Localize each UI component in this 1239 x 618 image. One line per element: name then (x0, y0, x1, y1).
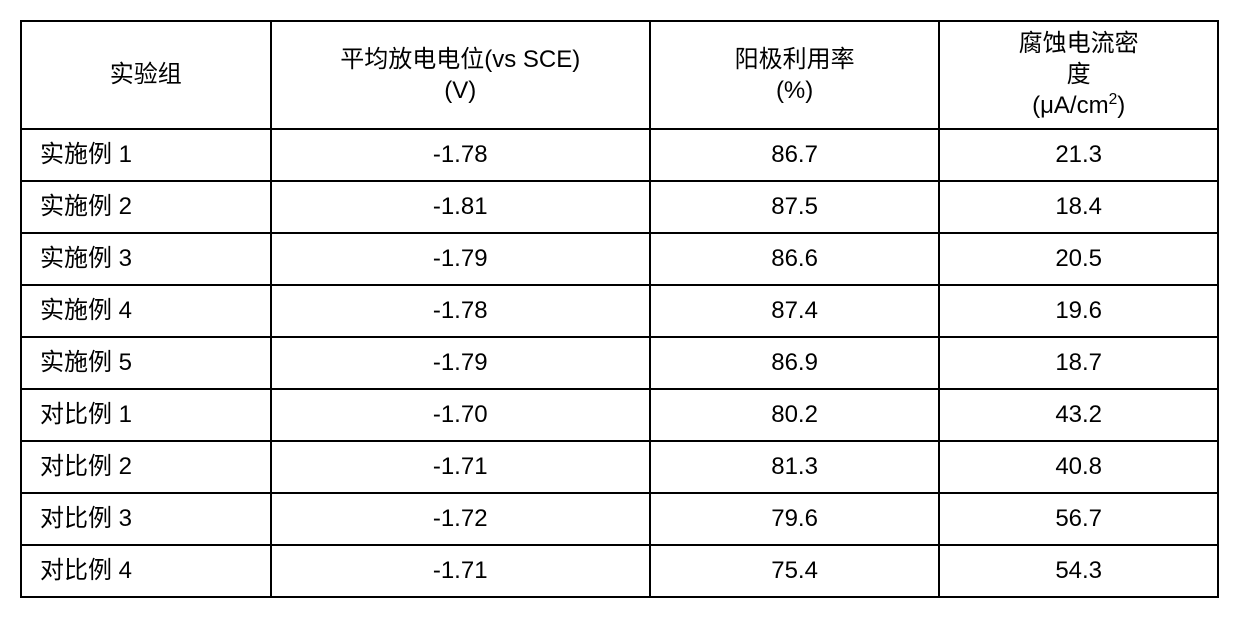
table-row: 实施例 1 -1.78 86.7 21.3 (21, 129, 1218, 181)
table-row: 实施例 5 -1.79 86.9 18.7 (21, 337, 1218, 389)
cell-label: 对比例 2 (21, 441, 271, 493)
col-header-potential: 平均放电电位(vs SCE) (V) (271, 21, 650, 129)
table-row: 对比例 2 -1.71 81.3 40.8 (21, 441, 1218, 493)
cell-value: -1.78 (271, 285, 650, 337)
cell-value: -1.70 (271, 389, 650, 441)
cell-value: 87.4 (650, 285, 939, 337)
table-row: 对比例 4 -1.71 75.4 54.3 (21, 545, 1218, 597)
cell-value: 80.2 (650, 389, 939, 441)
table-row: 实施例 4 -1.78 87.4 19.6 (21, 285, 1218, 337)
table-body: 实施例 1 -1.78 86.7 21.3 实施例 2 -1.81 87.5 1… (21, 129, 1218, 597)
cell-label: 实施例 5 (21, 337, 271, 389)
cell-value: 19.6 (939, 285, 1218, 337)
table-row: 对比例 1 -1.70 80.2 43.2 (21, 389, 1218, 441)
cell-label: 对比例 1 (21, 389, 271, 441)
cell-value: 81.3 (650, 441, 939, 493)
col-header-utilization-line2: (%) (776, 77, 813, 104)
col-header-potential-line1: 平均放电电位(vs SCE) (340, 46, 580, 73)
cell-value: 56.7 (939, 493, 1218, 545)
cell-value: 75.4 (650, 545, 939, 597)
col-header-potential-line2: (V) (444, 77, 476, 104)
col-header-corrosion-line3: (μA/cm2) (1032, 92, 1125, 119)
cell-value: 21.3 (939, 129, 1218, 181)
col-header-group: 实验组 (21, 21, 271, 129)
cell-value: 86.6 (650, 233, 939, 285)
cell-value: 79.6 (650, 493, 939, 545)
cell-value: -1.79 (271, 233, 650, 285)
cell-value: -1.78 (271, 129, 650, 181)
col-header-utilization-line1: 阳极利用率 (735, 46, 855, 73)
cell-value: 40.8 (939, 441, 1218, 493)
cell-value: 54.3 (939, 545, 1218, 597)
cell-label: 实施例 1 (21, 129, 271, 181)
cell-value: -1.81 (271, 181, 650, 233)
cell-value: 18.4 (939, 181, 1218, 233)
cell-label: 实施例 3 (21, 233, 271, 285)
cell-value: 87.5 (650, 181, 939, 233)
cell-value: -1.71 (271, 545, 650, 597)
cell-value: -1.79 (271, 337, 650, 389)
cell-value: 43.2 (939, 389, 1218, 441)
cell-label: 实施例 4 (21, 285, 271, 337)
cell-value: 20.5 (939, 233, 1218, 285)
cell-value: 86.9 (650, 337, 939, 389)
cell-value: 18.7 (939, 337, 1218, 389)
col-header-corrosion-line1: 腐蚀电流密 (1019, 30, 1139, 57)
col-header-corrosion-line2: 度 (1067, 61, 1091, 88)
cell-label: 对比例 4 (21, 545, 271, 597)
cell-value: -1.71 (271, 441, 650, 493)
cell-value: 86.7 (650, 129, 939, 181)
data-table: 实验组 平均放电电位(vs SCE) (V) 阳极利用率 (%) 腐蚀电流密 度… (20, 20, 1219, 598)
col-header-corrosion: 腐蚀电流密 度 (μA/cm2) (939, 21, 1218, 129)
table-row: 实施例 3 -1.79 86.6 20.5 (21, 233, 1218, 285)
cell-label: 对比例 3 (21, 493, 271, 545)
table-row: 对比例 3 -1.72 79.6 56.7 (21, 493, 1218, 545)
col-header-utilization: 阳极利用率 (%) (650, 21, 939, 129)
cell-label: 实施例 2 (21, 181, 271, 233)
header-row: 实验组 平均放电电位(vs SCE) (V) 阳极利用率 (%) 腐蚀电流密 度… (21, 21, 1218, 129)
cell-value: -1.72 (271, 493, 650, 545)
table-row: 实施例 2 -1.81 87.5 18.4 (21, 181, 1218, 233)
